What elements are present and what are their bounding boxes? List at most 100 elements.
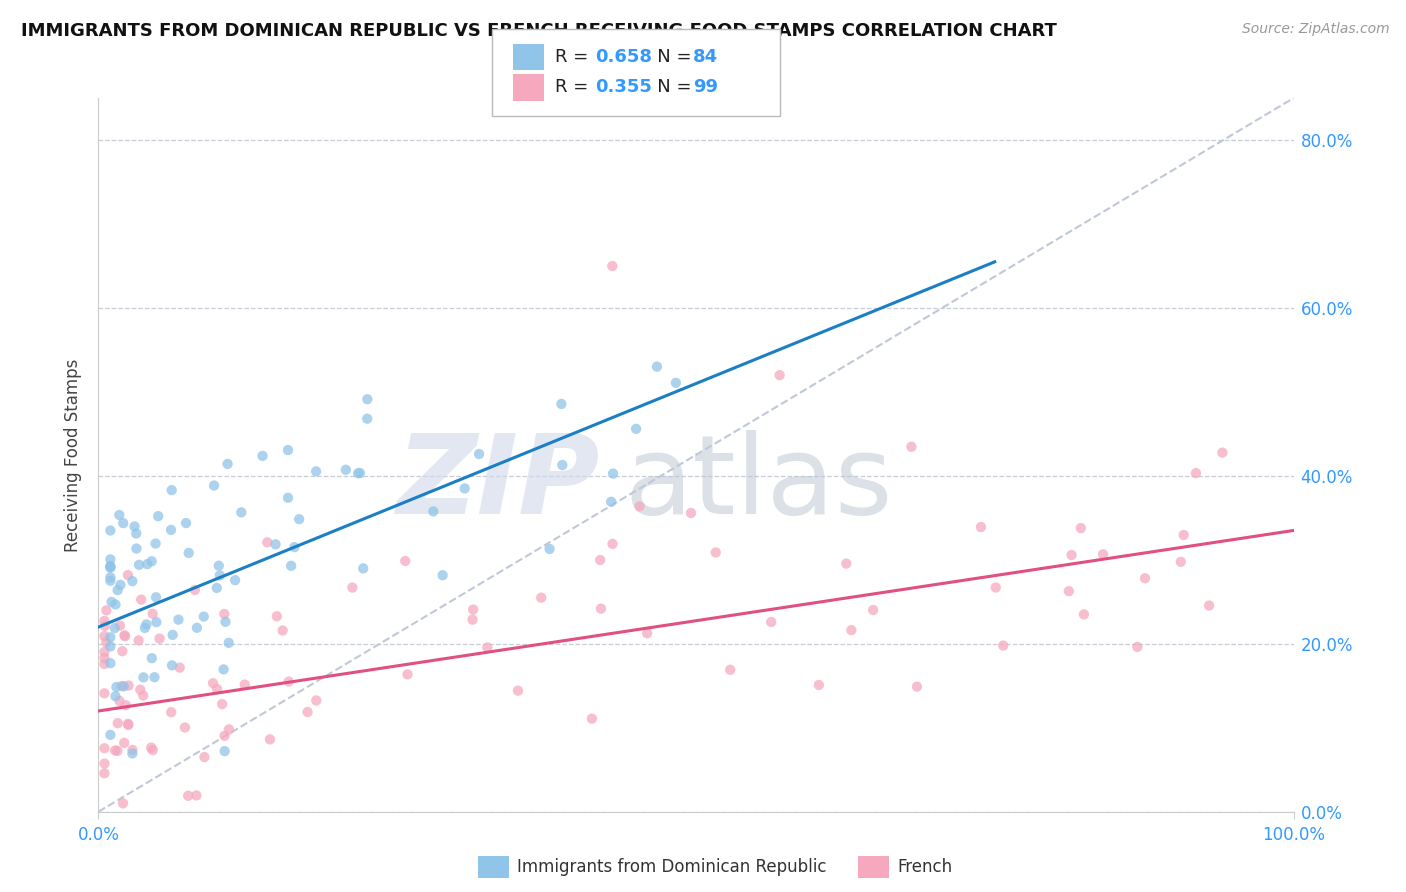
Point bbox=[93, 645, 115, 659]
Point bbox=[259, 732, 281, 747]
Point bbox=[132, 670, 155, 684]
Point bbox=[98, 552, 122, 566]
Text: R =: R = bbox=[555, 78, 595, 96]
Point bbox=[142, 607, 165, 621]
Point bbox=[600, 259, 623, 273]
Point bbox=[141, 740, 163, 755]
Point bbox=[768, 368, 790, 383]
Point bbox=[117, 718, 139, 732]
Point bbox=[807, 678, 830, 692]
Point bbox=[128, 633, 150, 648]
Point bbox=[117, 568, 139, 582]
Point bbox=[125, 526, 148, 541]
Point bbox=[167, 613, 190, 627]
Point bbox=[211, 697, 233, 711]
Point bbox=[121, 743, 143, 757]
Point bbox=[214, 729, 236, 743]
Point bbox=[132, 689, 155, 703]
Point bbox=[112, 797, 135, 811]
Point bbox=[104, 598, 127, 612]
Point bbox=[162, 628, 184, 642]
Point bbox=[636, 626, 658, 640]
Point bbox=[174, 516, 197, 530]
Point bbox=[93, 741, 115, 756]
Point bbox=[107, 583, 129, 598]
Point bbox=[277, 491, 299, 505]
Point bbox=[679, 506, 702, 520]
Point bbox=[125, 541, 148, 556]
Point bbox=[93, 629, 115, 643]
Point bbox=[160, 483, 183, 497]
Point bbox=[141, 651, 163, 665]
Point bbox=[186, 621, 208, 635]
Point bbox=[1133, 571, 1156, 585]
Text: 84: 84 bbox=[693, 48, 718, 66]
Point bbox=[96, 635, 118, 649]
Point bbox=[1092, 547, 1115, 561]
Point bbox=[145, 591, 167, 605]
Point bbox=[94, 619, 117, 633]
Point bbox=[160, 523, 183, 537]
Point bbox=[759, 615, 782, 629]
Point bbox=[352, 561, 374, 575]
Point bbox=[108, 694, 131, 708]
Point bbox=[1057, 584, 1080, 599]
Text: N =: N = bbox=[640, 48, 697, 66]
Point bbox=[256, 535, 278, 549]
Point bbox=[145, 615, 167, 629]
Point bbox=[98, 728, 122, 742]
Point bbox=[193, 750, 215, 764]
Point bbox=[1173, 528, 1195, 542]
Point bbox=[128, 558, 150, 572]
Point bbox=[177, 546, 200, 560]
Point bbox=[93, 651, 115, 665]
Point bbox=[98, 656, 122, 670]
Point bbox=[264, 537, 287, 551]
Point bbox=[98, 558, 122, 573]
Point bbox=[114, 629, 136, 643]
Point bbox=[98, 560, 122, 574]
Point bbox=[356, 392, 378, 407]
Point bbox=[174, 721, 197, 735]
Point bbox=[1070, 521, 1092, 535]
Point bbox=[602, 537, 624, 551]
Point bbox=[218, 723, 240, 737]
Point bbox=[342, 581, 364, 595]
Point bbox=[217, 457, 239, 471]
Point bbox=[121, 574, 143, 588]
Point bbox=[186, 789, 208, 803]
Point bbox=[143, 670, 166, 684]
Point bbox=[602, 467, 624, 481]
Point bbox=[454, 482, 477, 496]
Point bbox=[905, 680, 928, 694]
Point bbox=[205, 581, 228, 595]
Point bbox=[1211, 445, 1233, 459]
Point bbox=[104, 689, 127, 703]
Point bbox=[589, 601, 612, 615]
Text: Immigrants from Dominican Republic: Immigrants from Dominican Republic bbox=[517, 858, 827, 876]
Y-axis label: Receiving Food Stamps: Receiving Food Stamps bbox=[65, 359, 83, 551]
Point bbox=[212, 662, 235, 676]
Point bbox=[718, 663, 741, 677]
Text: IMMIGRANTS FROM DOMINICAN REPUBLIC VS FRENCH RECEIVING FOOD STAMPS CORRELATION C: IMMIGRANTS FROM DOMINICAN REPUBLIC VS FR… bbox=[21, 22, 1057, 40]
Point bbox=[112, 736, 135, 750]
Point bbox=[356, 411, 378, 425]
Point bbox=[862, 603, 884, 617]
Point bbox=[550, 397, 572, 411]
Point bbox=[589, 553, 612, 567]
Point bbox=[970, 520, 993, 534]
Point bbox=[422, 504, 444, 518]
Point bbox=[110, 679, 132, 693]
Point bbox=[129, 682, 152, 697]
Point bbox=[704, 545, 727, 559]
Point bbox=[551, 458, 574, 472]
Point bbox=[841, 623, 863, 637]
Point bbox=[349, 466, 371, 480]
Point bbox=[305, 464, 328, 478]
Point bbox=[110, 578, 132, 592]
Point bbox=[205, 681, 228, 696]
Point bbox=[288, 512, 311, 526]
Point bbox=[271, 624, 294, 638]
Point bbox=[177, 789, 200, 803]
Point bbox=[111, 644, 134, 658]
